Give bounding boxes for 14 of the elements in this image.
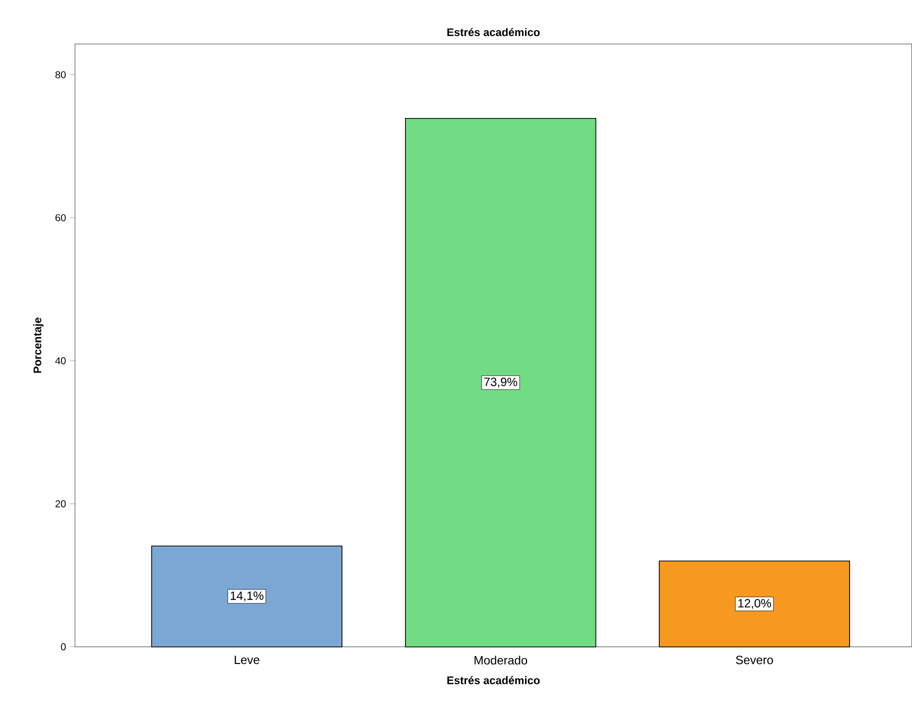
y-tick-label: 60: [56, 214, 66, 222]
chart-title: Estrés académico: [447, 28, 540, 36]
y-tick-label: 0: [60, 643, 66, 650]
x-axis-title: Estrés académico: [447, 676, 540, 684]
data-label: 12,0%: [738, 599, 772, 609]
x-tick-label: Leve: [234, 656, 260, 664]
y-axis-title: Porcentaje: [33, 318, 44, 373]
data-label: 73,9%: [484, 378, 518, 388]
x-tick-label: Moderado: [474, 656, 528, 665]
y-tick-label: 40: [55, 357, 66, 364]
x-tick-label: Severo: [736, 656, 773, 664]
y-tick-label: 20: [56, 500, 66, 508]
data-label: 14,1%: [230, 592, 264, 602]
y-tick-label: 80: [55, 71, 66, 78]
